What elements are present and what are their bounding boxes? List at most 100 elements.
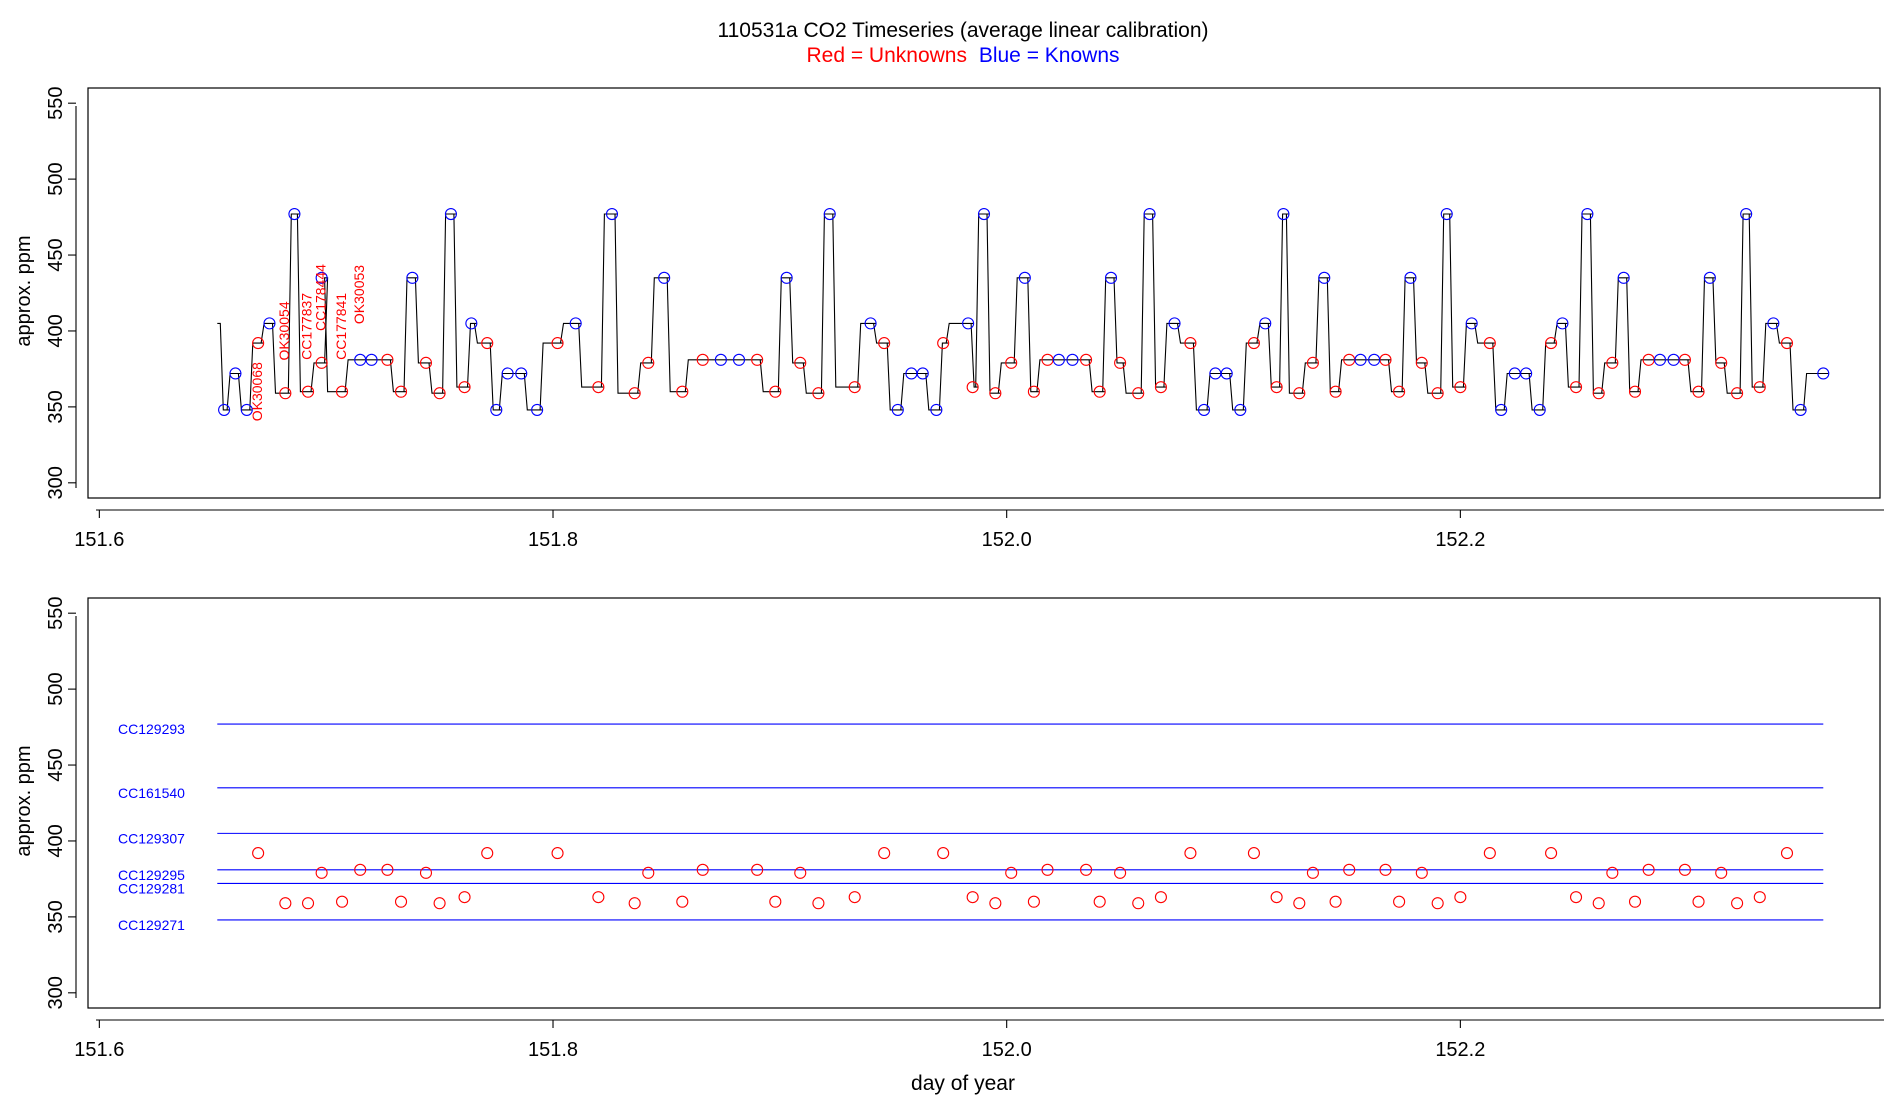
unknown-point xyxy=(1329,385,1342,398)
unknown-point xyxy=(1592,387,1605,400)
known-point xyxy=(823,207,836,221)
known-point xyxy=(1703,271,1716,284)
unknown-point xyxy=(1306,866,1319,879)
chart-subtitle: Red = Unknowns Blue = Knowns xyxy=(806,44,1119,67)
known-point xyxy=(864,317,877,330)
bottom-y-tick-label: 450 xyxy=(45,748,67,781)
unknown-point xyxy=(1027,895,1040,908)
known-point xyxy=(1018,271,1031,284)
known-point xyxy=(501,367,514,380)
bottom-y-tick-label: 550 xyxy=(45,596,67,629)
unknown-point xyxy=(1753,381,1766,394)
unknown-point xyxy=(252,337,265,350)
unknown-point xyxy=(1114,356,1127,369)
top-y-tick-label: 500 xyxy=(45,162,67,195)
bottom-y-tick-label: 300 xyxy=(45,976,67,1009)
unknown-point xyxy=(1270,381,1283,394)
unknown-point xyxy=(812,897,825,910)
unknown-point xyxy=(769,895,782,908)
unknown-point xyxy=(315,866,328,879)
unknown-point xyxy=(1379,863,1392,876)
known-point xyxy=(229,367,242,380)
unknown-point xyxy=(1454,381,1467,394)
subtitle-unknowns: Red = Unknowns xyxy=(806,44,967,67)
unknown-point xyxy=(1431,387,1444,400)
known-point xyxy=(240,403,253,416)
bottom-y-tick-label: 500 xyxy=(45,672,67,705)
unknown-point xyxy=(642,866,655,879)
known-point xyxy=(1277,207,1290,221)
bottom-axis-ticks: 151.6 151.8 152.0 152.2 300 350 400 450 500 550 xyxy=(45,596,1485,1061)
unknown-point xyxy=(1005,866,1018,879)
unknown-point xyxy=(1780,847,1794,860)
known-point xyxy=(263,317,276,330)
bottom-x-axis-label: day of year xyxy=(911,1072,1015,1095)
unknown-point xyxy=(1569,381,1583,394)
top-axis-ticks: 151.6 151.8 152.0 152.2 300 350 400 450 500 550 xyxy=(45,86,1485,551)
known-point xyxy=(1617,271,1630,284)
unknown-point xyxy=(592,891,605,904)
unknown-point xyxy=(551,847,564,860)
unknown-point xyxy=(433,387,446,400)
unknown-point xyxy=(642,356,655,369)
bottom-x-tick-label: 151.8 xyxy=(528,1039,578,1061)
unknown-point xyxy=(381,863,394,876)
unknown-point xyxy=(1080,353,1093,366)
unknown-point xyxy=(1454,891,1467,904)
unknown-point xyxy=(1306,356,1319,369)
known-point xyxy=(515,367,528,380)
known-point xyxy=(1104,271,1118,284)
unknown-point xyxy=(794,356,807,369)
known-point xyxy=(916,367,929,380)
unknown-point xyxy=(301,897,315,910)
unknown-point xyxy=(676,895,689,908)
standard-label: CC129307 xyxy=(118,830,185,846)
unknown-point xyxy=(1628,895,1642,908)
unknown-point xyxy=(989,387,1002,400)
unknown-point xyxy=(1154,381,1167,394)
unknown-point xyxy=(336,385,349,398)
unknown-point xyxy=(1483,847,1496,860)
unknown-point xyxy=(481,847,494,860)
bottom-standard-lines: CC129293 CC161540 CC129307 CC129295CC129281… xyxy=(118,721,1824,933)
top-known-points xyxy=(218,207,1830,416)
unknown-point xyxy=(592,381,605,394)
unknown-point xyxy=(1483,337,1496,350)
top-x-tick-label: 151.6 xyxy=(74,529,124,551)
unknown-point xyxy=(551,337,564,350)
known-point xyxy=(1368,353,1381,366)
top-concentration-trace xyxy=(217,213,1829,411)
sample-annotation: CC177837 xyxy=(299,293,315,360)
unknown-point xyxy=(769,385,782,398)
unknown-point xyxy=(315,356,328,369)
unknown-point xyxy=(1592,897,1605,910)
unknown-point xyxy=(1093,385,1106,398)
top-y-tick-label: 550 xyxy=(45,86,67,119)
unknown-point xyxy=(1569,891,1583,904)
unknown-point xyxy=(354,863,367,876)
unknown-point xyxy=(676,385,689,398)
unknown-point xyxy=(1731,387,1744,400)
unknown-point xyxy=(1393,895,1406,908)
unknown-point xyxy=(848,891,861,904)
known-point xyxy=(365,353,378,366)
known-point xyxy=(1066,353,1079,366)
unknown-point xyxy=(1080,863,1093,876)
known-point xyxy=(1168,317,1181,330)
bottom-x-tick-label: 151.6 xyxy=(74,1039,124,1061)
known-point xyxy=(288,207,301,221)
unknown-point xyxy=(1132,897,1145,910)
top-x-tick-label: 152.2 xyxy=(1435,529,1485,551)
known-point xyxy=(1495,403,1508,416)
unknown-point xyxy=(1715,356,1728,369)
unknown-point xyxy=(1041,863,1054,876)
standard-label: CC161540 xyxy=(118,785,185,801)
known-point xyxy=(1520,367,1533,380)
known-point xyxy=(531,403,544,416)
unknown-point xyxy=(1184,847,1197,860)
unknown-point xyxy=(1247,337,1260,350)
standard-label: CC129295 xyxy=(118,867,185,883)
unknown-point xyxy=(937,847,950,860)
sample-annotation: OK30068 xyxy=(249,362,265,421)
unknown-point xyxy=(1642,863,1655,876)
